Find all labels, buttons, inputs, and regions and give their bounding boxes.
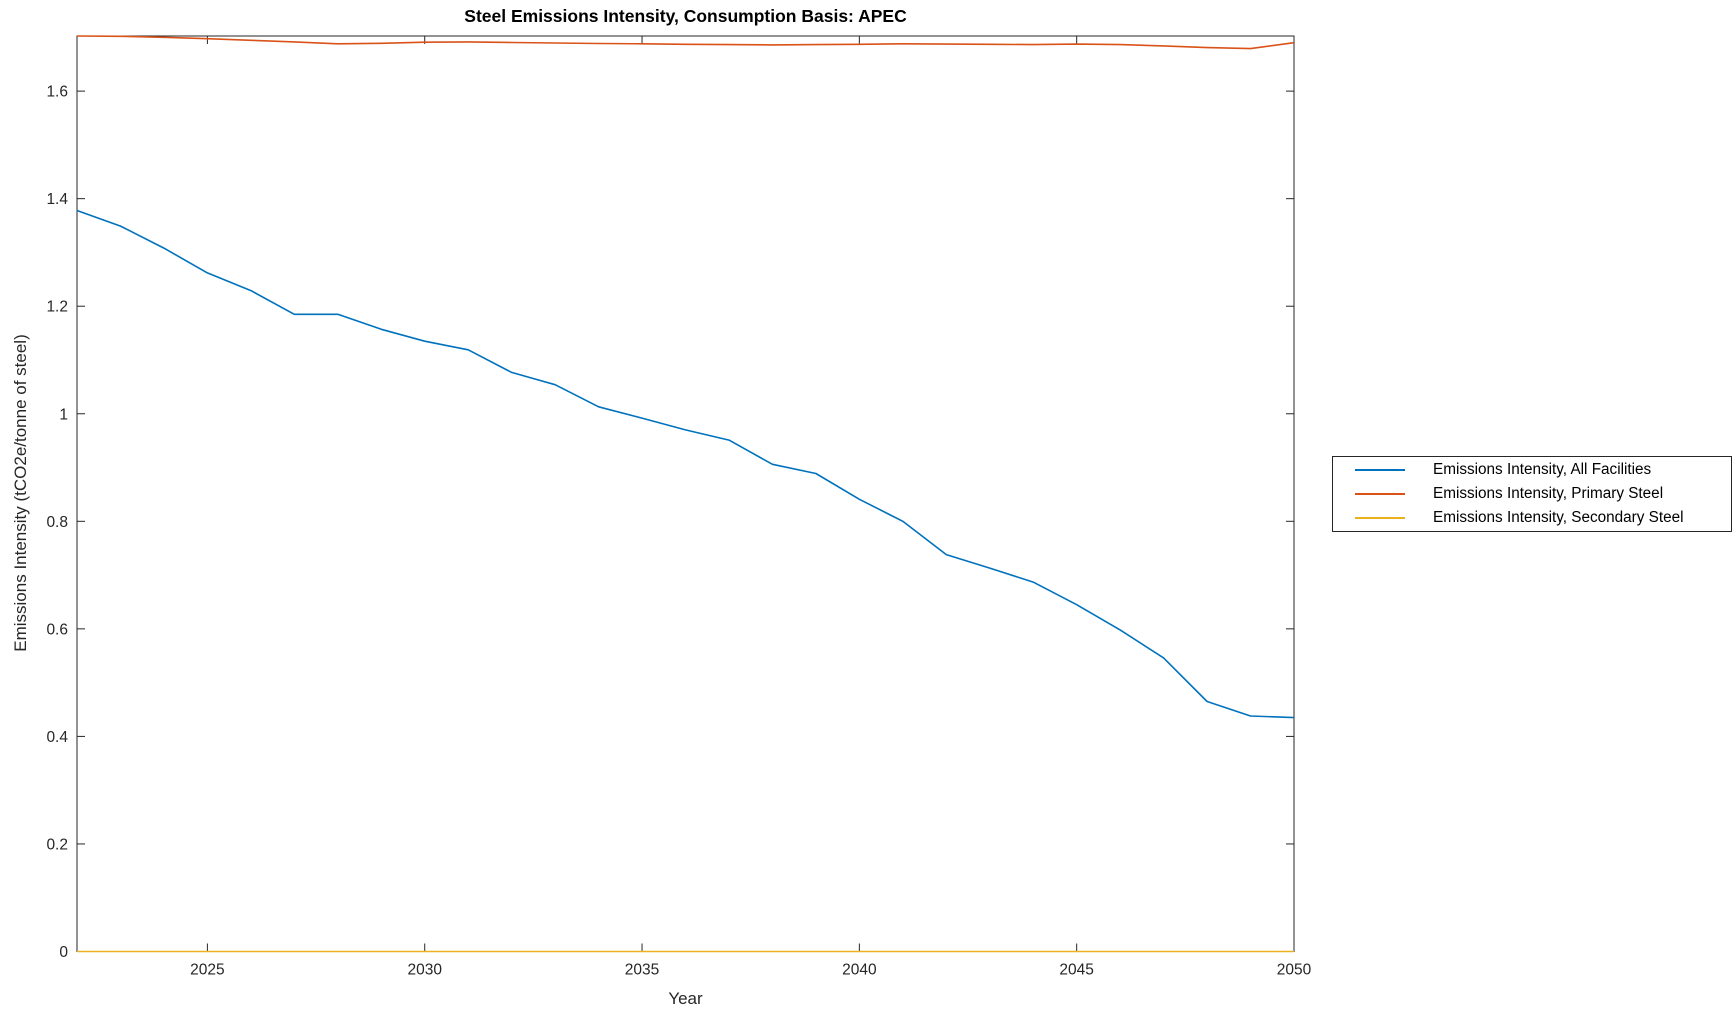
series-line-emissions-intensity-all-facilities (76, 209, 1295, 719)
x-tick-label: 2050 (1277, 962, 1312, 979)
chart-title: Steel Emissions Intensity, Consumption B… (464, 6, 907, 26)
legend-line-sample-secondary-steel (1355, 516, 1405, 519)
legend-item-primary-steel: Emissions Intensity, Primary Steel (1333, 484, 1731, 505)
y-tick-label: 0.2 (46, 836, 68, 853)
y-tick-label: 0.6 (46, 621, 68, 638)
legend-label-secondary-steel: Emissions Intensity, Secondary Steel (1433, 508, 1684, 526)
y-tick-label: 0.8 (46, 514, 68, 531)
legend: Emissions Intensity, All Facilities Emis… (1332, 456, 1732, 532)
legend-label-primary-steel: Emissions Intensity, Primary Steel (1433, 485, 1664, 502)
y-tick-label: 0.4 (46, 729, 68, 746)
y-tick-label: 1.4 (46, 191, 68, 208)
x-tick-label: 2030 (407, 962, 442, 979)
legend-item-secondary-steel: Emissions Intensity, Secondary Steel (1333, 507, 1731, 528)
axes-box (76, 35, 1295, 952)
y-tick-label: 1.6 (46, 84, 68, 101)
legend-label-all-facilities: Emissions Intensity, All Facilities (1433, 461, 1652, 479)
legend-line-sample-primary-steel (1355, 493, 1405, 495)
x-tick-label: 2045 (1059, 962, 1093, 979)
x-tick-label: 2040 (842, 962, 877, 979)
x-tick-label: 2035 (625, 962, 659, 979)
y-tick-label: 1.2 (46, 299, 68, 316)
y-tick-label: 1 (59, 406, 68, 423)
legend-item-all-facilities: Emissions Intensity, All Facilities (1333, 460, 1731, 481)
legend-line-sample-all-facilities (1355, 469, 1405, 472)
x-tick-label: 2025 (190, 962, 224, 979)
x-axis-label: Year (668, 989, 703, 1008)
y-tick-label: 0 (59, 944, 68, 961)
series-line-emissions-intensity-primary-steel (76, 35, 1295, 50)
